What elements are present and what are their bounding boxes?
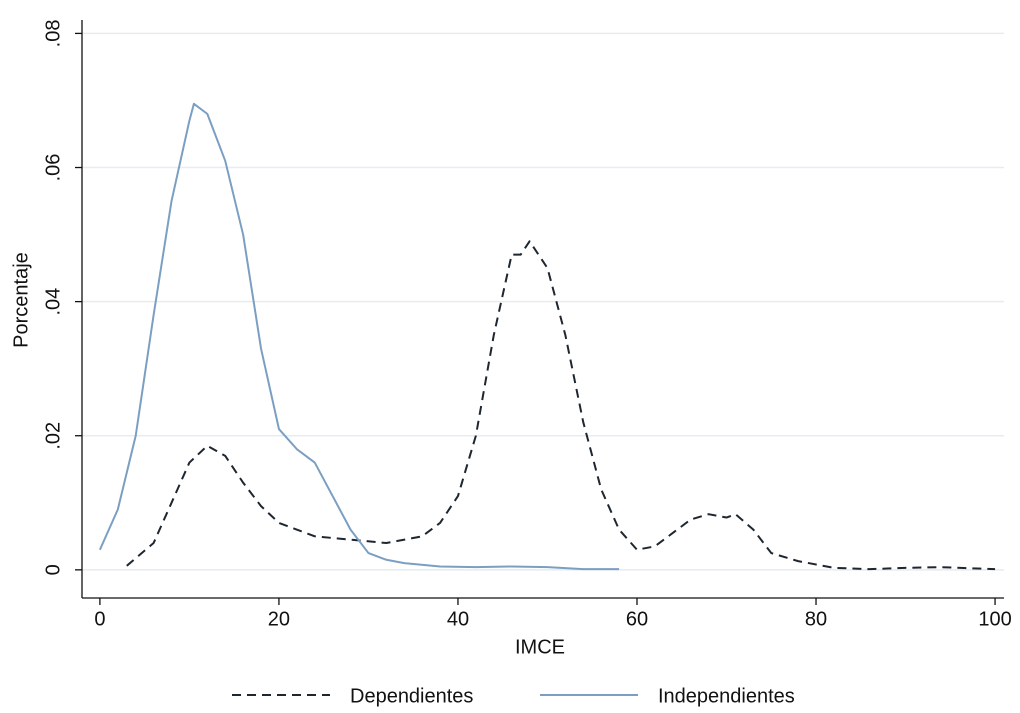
x-tick-label: 20 xyxy=(268,608,290,630)
x-tick-label: 60 xyxy=(626,608,648,630)
legend-label: Dependientes xyxy=(350,685,473,707)
y-tick-label: .08 xyxy=(42,20,64,48)
legend-label: Independientes xyxy=(658,685,795,707)
x-tick-label: 100 xyxy=(978,608,1011,630)
x-tick-label: 0 xyxy=(94,608,105,630)
y-tick-label: 0 xyxy=(42,564,64,575)
y-tick-label: .06 xyxy=(42,154,64,182)
y-axis-label: Porcentaje xyxy=(10,252,32,348)
y-tick-label: .04 xyxy=(42,288,64,316)
line-series xyxy=(126,240,996,571)
x-tick-label: 80 xyxy=(805,608,827,630)
x-axis-label: IMCE xyxy=(515,636,565,658)
x-tick-label: 40 xyxy=(447,608,469,630)
y-tick-label: .02 xyxy=(42,422,64,450)
line-series xyxy=(98,102,620,571)
